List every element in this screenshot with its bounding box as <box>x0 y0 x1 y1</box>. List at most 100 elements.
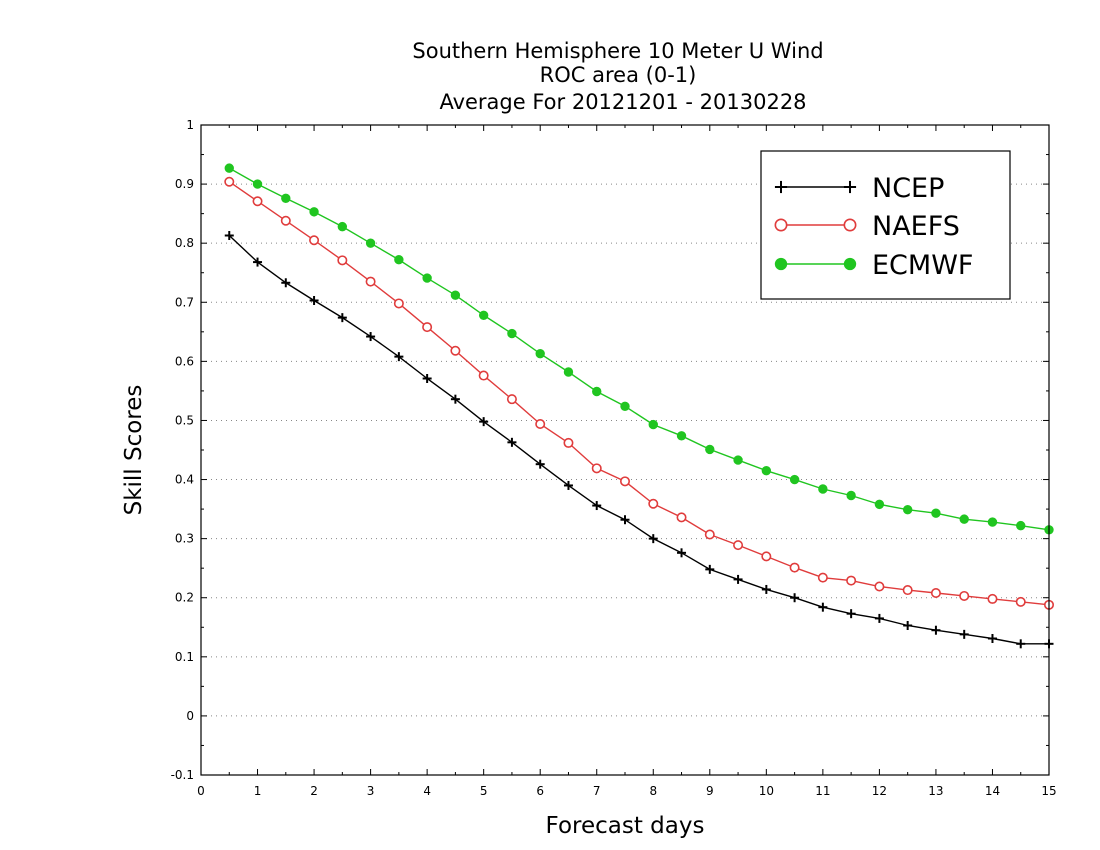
data-point-naefs <box>337 255 348 266</box>
data-point-ncep <box>309 296 319 305</box>
data-point-naefs <box>619 476 630 487</box>
y-axis-label: Skill Scores <box>121 385 147 516</box>
data-point-ecmwf <box>987 517 998 527</box>
data-point-ncep <box>337 313 347 323</box>
legend-marker-end-naefs <box>843 218 857 232</box>
data-point-ecmwf <box>365 238 376 248</box>
legend-marker-start-naefs <box>774 218 788 232</box>
data-point-naefs <box>733 540 744 551</box>
data-point-ncep <box>620 515 630 525</box>
data-point-ecmwf <box>450 290 461 300</box>
data-point-ncep <box>931 625 941 635</box>
data-point-ncep <box>903 621 913 630</box>
x-tick-label: 5 <box>480 784 488 798</box>
data-point-naefs <box>252 196 263 207</box>
data-point-ncep <box>592 501 602 511</box>
x-tick-label: 12 <box>872 784 887 798</box>
data-point-naefs <box>280 215 291 226</box>
data-point-naefs <box>478 370 489 381</box>
data-point-ncep <box>677 548 687 558</box>
data-point-naefs <box>1015 596 1026 607</box>
x-tick-label: 13 <box>928 784 943 798</box>
data-point-ecmwf <box>507 328 517 339</box>
data-point-naefs <box>987 593 998 604</box>
data-point-naefs <box>422 322 433 333</box>
series-naefs <box>224 176 1055 610</box>
y-tick-label: 0.9 <box>175 177 194 191</box>
data-point-naefs <box>535 418 546 429</box>
x-tick-label: 2 <box>310 784 318 798</box>
y-tick-label: 0.3 <box>175 532 194 546</box>
x-tick-label: 3 <box>367 784 375 798</box>
data-point-naefs <box>704 529 715 540</box>
data-point-ncep <box>224 231 234 240</box>
data-point-ecmwf <box>818 484 828 494</box>
legend-label-naefs: NAEFS <box>872 211 960 242</box>
data-point-ecmwf <box>1016 520 1026 531</box>
data-point-ecmwf <box>620 401 630 411</box>
data-point-ecmwf <box>648 419 658 430</box>
data-point-ncep <box>705 564 715 574</box>
x-tick-label: 11 <box>815 784 830 798</box>
data-point-ncep <box>394 352 404 362</box>
x-tick-label: 8 <box>649 784 657 798</box>
data-point-ecmwf <box>959 514 969 524</box>
data-point-naefs <box>902 585 913 596</box>
data-point-ecmwf <box>337 221 348 232</box>
legend: NCEP NAEFS ECMWF <box>760 150 1011 300</box>
legend-marker-start-ecmwf <box>774 257 788 271</box>
chart-title-line-2: ROC area (0-1) <box>540 63 697 87</box>
x-tick-label: 4 <box>423 784 431 798</box>
legend-label-ncep: NCEP <box>872 173 944 204</box>
data-point-ecmwf <box>422 273 432 283</box>
y-tick-label: 0 <box>186 709 194 723</box>
data-point-ecmwf <box>902 504 913 515</box>
series-line-ecmwf <box>228 167 1050 531</box>
data-point-ncep <box>1016 639 1026 649</box>
data-point-ncep <box>959 629 969 639</box>
legend-item-ncep: NCEP <box>774 173 944 204</box>
x-tick-label: 9 <box>706 784 714 798</box>
y-tick-label: 0.2 <box>175 591 194 605</box>
x-tick-label: 15 <box>1041 784 1056 798</box>
data-point-ecmwf <box>252 179 263 189</box>
data-point-ncep <box>648 534 658 544</box>
data-point-ncep <box>733 574 743 584</box>
series-ecmwf <box>224 163 1054 535</box>
data-point-naefs <box>309 235 320 246</box>
data-point-ncep <box>422 374 432 383</box>
data-point-ecmwf <box>761 465 772 476</box>
data-point-naefs <box>959 590 970 601</box>
data-point-ecmwf <box>592 386 602 397</box>
x-tick-label: 1 <box>254 784 262 798</box>
data-point-ecmwf <box>789 474 800 485</box>
legend-items: NCEP NAEFS ECMWF <box>774 173 973 281</box>
data-point-ncep <box>846 609 856 619</box>
data-point-naefs <box>591 463 602 474</box>
data-point-ncep <box>818 602 828 612</box>
x-axis-ticks: 0 1 2 3 4 5 6 7 8 9 10 11 12 13 14 15 <box>197 125 1057 798</box>
y-tick-label: 0.5 <box>175 413 194 427</box>
data-point-ncep <box>761 584 771 594</box>
x-tick-label: 0 <box>197 784 205 798</box>
data-point-ecmwf <box>846 490 856 501</box>
legend-label-ecmwf: ECMWF <box>872 250 973 281</box>
data-point-ecmwf <box>931 508 941 518</box>
data-point-naefs <box>648 498 659 509</box>
data-point-ecmwf <box>676 431 687 441</box>
x-tick-label: 10 <box>759 784 774 798</box>
legend-item-naefs: NAEFS <box>774 211 960 242</box>
data-point-naefs <box>224 176 235 187</box>
x-tick-label: 14 <box>985 784 1000 798</box>
chart-title: Southern Hemisphere 10 Meter U Wind ROC … <box>412 39 823 114</box>
y-tick-label: 0.7 <box>175 295 194 309</box>
data-point-naefs <box>817 572 828 583</box>
y-tick-label: 0.4 <box>175 473 194 487</box>
y-tick-label: 0.1 <box>175 650 194 664</box>
y-tick-label: 0.6 <box>175 354 194 368</box>
data-point-ncep <box>507 437 517 447</box>
data-point-ecmwf <box>705 444 715 455</box>
data-point-ecmwf <box>224 163 234 173</box>
data-point-ecmwf <box>281 193 291 203</box>
